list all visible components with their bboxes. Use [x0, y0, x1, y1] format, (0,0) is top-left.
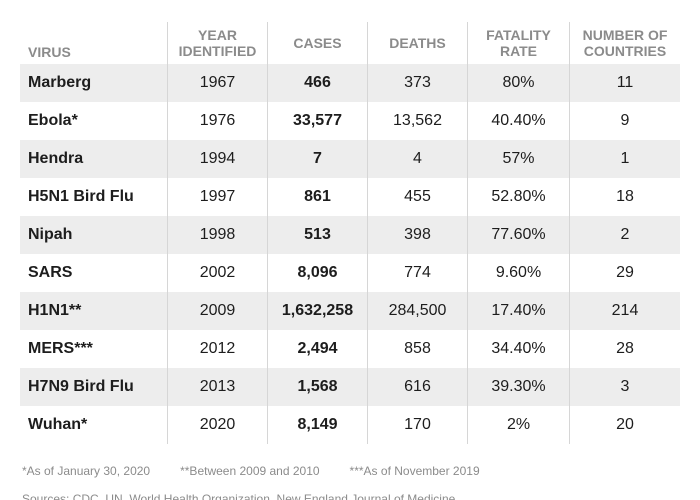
table-row: Ebola* 1976 33,577 13,562 40.40% 9 — [20, 102, 680, 140]
cell-fatality: 2% — [468, 406, 570, 444]
cell-year: 2002 — [168, 254, 268, 292]
footnote-ebola-wuhan: *As of January 30, 2020 — [22, 464, 151, 478]
header-cases: CASES — [268, 22, 368, 64]
cell-cases: 513 — [268, 216, 368, 254]
cell-fatality: 77.60% — [468, 216, 570, 254]
cell-year: 2013 — [168, 368, 268, 406]
cell-year: 1994 — [168, 140, 268, 178]
header-year-identified: YEAR IDENTIFIED — [168, 22, 268, 64]
footnote-h1n1: **Between 2009 and 2010 — [180, 464, 320, 478]
cell-deaths: 774 — [368, 254, 468, 292]
cell-fatality: 80% — [468, 64, 570, 102]
cell-cases: 861 — [268, 178, 368, 216]
virus-table: VIRUS YEAR IDENTIFIED CASES DEATHS FATAL… — [20, 22, 680, 444]
cell-countries: 214 — [570, 292, 680, 330]
table-row: Nipah 1998 513 398 77.60% 2 — [20, 216, 680, 254]
cell-deaths: 373 — [368, 64, 468, 102]
cell-cases: 1,568 — [268, 368, 368, 406]
cell-cases: 33,577 — [268, 102, 368, 140]
cell-cases: 8,149 — [268, 406, 368, 444]
cell-virus: Ebola* — [20, 102, 168, 140]
cell-fatality: 9.60% — [468, 254, 570, 292]
cell-countries: 3 — [570, 368, 680, 406]
table-header-row: VIRUS YEAR IDENTIFIED CASES DEATHS FATAL… — [20, 22, 680, 64]
cell-cases: 7 — [268, 140, 368, 178]
cell-virus: H1N1** — [20, 292, 168, 330]
cell-deaths: 170 — [368, 406, 468, 444]
cell-year: 2012 — [168, 330, 268, 368]
cell-fatality: 39.30% — [468, 368, 570, 406]
table-row: H5N1 Bird Flu 1997 861 455 52.80% 18 — [20, 178, 680, 216]
cell-virus: SARS — [20, 254, 168, 292]
cell-fatality: 57% — [468, 140, 570, 178]
cell-virus: Nipah — [20, 216, 168, 254]
table-row: Hendra 1994 7 4 57% 1 — [20, 140, 680, 178]
header-deaths: DEATHS — [368, 22, 468, 64]
cell-year: 1967 — [168, 64, 268, 102]
cell-countries: 29 — [570, 254, 680, 292]
cell-deaths: 455 — [368, 178, 468, 216]
source-line: Sources: CDC, UN, World Health Organizat… — [22, 492, 456, 500]
header-fatality-rate: FATALITY RATE — [468, 22, 570, 64]
cell-year: 1998 — [168, 216, 268, 254]
cell-countries: 11 — [570, 64, 680, 102]
cell-cases: 2,494 — [268, 330, 368, 368]
cell-cases: 466 — [268, 64, 368, 102]
table-row: MERS*** 2012 2,494 858 34.40% 28 — [20, 330, 680, 368]
cell-fatality: 52.80% — [468, 178, 570, 216]
cell-year: 2020 — [168, 406, 268, 444]
cell-deaths: 398 — [368, 216, 468, 254]
cell-fatality: 34.40% — [468, 330, 570, 368]
cell-cases: 1,632,258 — [268, 292, 368, 330]
table-row: H7N9 Bird Flu 2013 1,568 616 39.30% 3 — [20, 368, 680, 406]
footnotes: *As of January 30, 2020 **Between 2009 a… — [22, 464, 682, 482]
header-virus: VIRUS — [20, 22, 168, 64]
cell-virus: Hendra — [20, 140, 168, 178]
cell-fatality: 40.40% — [468, 102, 570, 140]
cell-virus: MERS*** — [20, 330, 168, 368]
cell-fatality: 17.40% — [468, 292, 570, 330]
cell-virus: H7N9 Bird Flu — [20, 368, 168, 406]
cell-cases: 8,096 — [268, 254, 368, 292]
cell-virus: Marberg — [20, 64, 168, 102]
cell-deaths: 13,562 — [368, 102, 468, 140]
cell-countries: 2 — [570, 216, 680, 254]
cell-countries: 28 — [570, 330, 680, 368]
cell-deaths: 284,500 — [368, 292, 468, 330]
table-row: SARS 2002 8,096 774 9.60% 29 — [20, 254, 680, 292]
cell-countries: 9 — [570, 102, 680, 140]
table-row: Wuhan* 2020 8,149 170 2% 20 — [20, 406, 680, 444]
cell-virus: Wuhan* — [20, 406, 168, 444]
cell-deaths: 616 — [368, 368, 468, 406]
table-row: Marberg 1967 466 373 80% 11 — [20, 64, 680, 102]
footnote-mers: ***As of November 2019 — [349, 464, 480, 478]
table-row: H1N1** 2009 1,632,258 284,500 17.40% 214 — [20, 292, 680, 330]
cell-deaths: 4 — [368, 140, 468, 178]
cell-year: 2009 — [168, 292, 268, 330]
cell-deaths: 858 — [368, 330, 468, 368]
cell-year: 1976 — [168, 102, 268, 140]
cell-virus: H5N1 Bird Flu — [20, 178, 168, 216]
cell-year: 1997 — [168, 178, 268, 216]
header-number-of-countries: NUMBER OF COUNTRIES — [582, 27, 668, 59]
cell-countries: 1 — [570, 140, 680, 178]
cell-countries: 18 — [570, 178, 680, 216]
cell-countries: 20 — [570, 406, 680, 444]
